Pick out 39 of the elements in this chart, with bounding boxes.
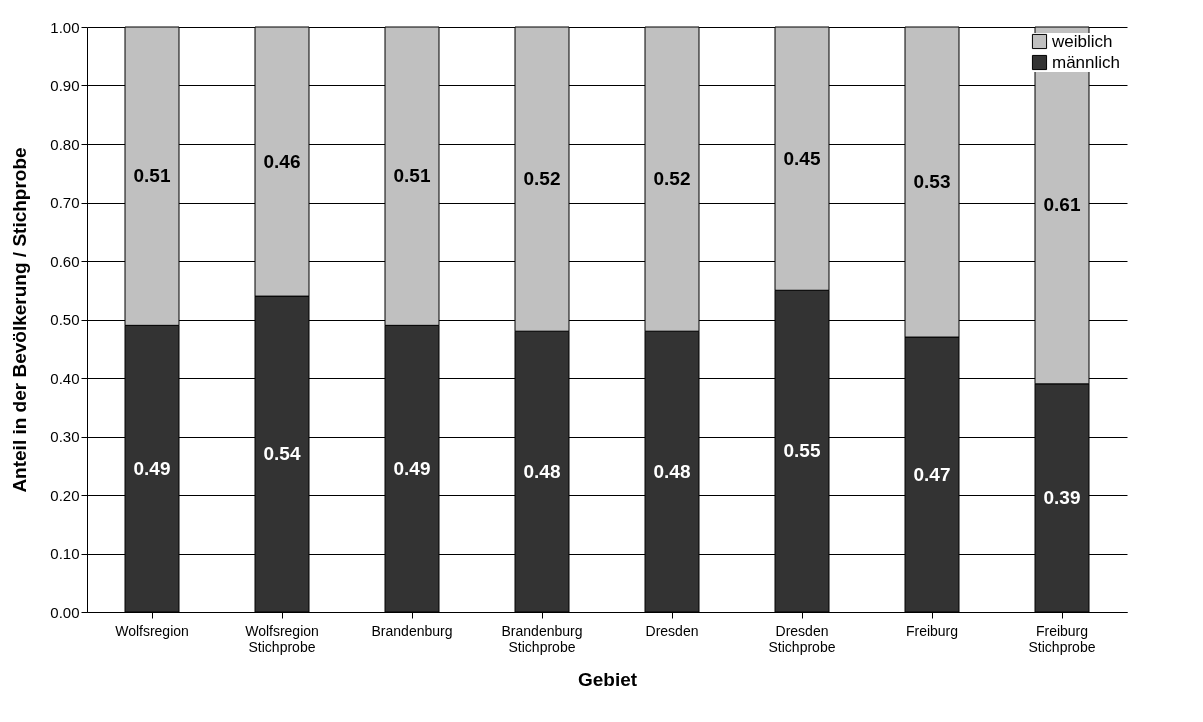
data-label: 0.51: [133, 165, 171, 187]
y-tick-label: 0.00: [50, 603, 80, 621]
data-label: 0.53: [913, 171, 951, 193]
y-axis-title: Anteil in der Bevölkerung / Stichprobe: [9, 147, 31, 493]
data-label: 0.49: [133, 457, 171, 479]
x-axis-title: Gebiet: [577, 668, 638, 690]
y-tick-label: 0.60: [50, 252, 80, 270]
data-label: 0.48: [653, 460, 691, 482]
data-label: 0.51: [393, 165, 431, 187]
data-label: 0.52: [653, 168, 691, 190]
data-label: 0.45: [783, 147, 821, 169]
y-tick-label: 0.70: [50, 194, 80, 211]
y-tick-label: 0.30: [50, 428, 80, 445]
x-tick-label: Freiburg Stichprobe: [1028, 622, 1096, 655]
y-tick-label: 0.20: [50, 486, 80, 504]
x-tick-label: Dresden Stichprobe: [768, 622, 836, 655]
x-tick-label: Brandenburg Stichprobe: [501, 622, 583, 655]
data-label: 0.61: [1043, 194, 1081, 216]
data-label: 0.52: [523, 168, 561, 190]
x-tick-label: Brandenburg: [371, 622, 453, 639]
y-tick-label: 0.80: [50, 135, 80, 153]
data-label: 0.39: [1043, 486, 1081, 508]
data-label: 0.54: [263, 443, 301, 465]
x-tick-label: Wolfsregion Stichprobe: [245, 622, 319, 655]
x-tick-label: Wolfsregion: [115, 622, 189, 639]
legend-label: männlich: [1052, 52, 1121, 72]
data-label: 0.46: [263, 150, 301, 172]
data-label: 0.49: [393, 457, 431, 479]
y-tick-label: 0.90: [50, 77, 80, 94]
data-label: 0.48: [523, 460, 561, 482]
y-tick-label: 0.10: [50, 545, 80, 562]
data-label: 0.47: [913, 463, 951, 485]
y-tick-label: 0.40: [50, 369, 80, 387]
x-tick-label: Dresden: [645, 622, 699, 639]
legend-label: weiblich: [1051, 31, 1113, 51]
y-tick-label: 0.50: [50, 311, 80, 328]
y-tick-label: 1.00: [50, 18, 80, 36]
data-label: 0.55: [783, 440, 821, 462]
x-tick-label: Freiburg: [905, 622, 959, 639]
